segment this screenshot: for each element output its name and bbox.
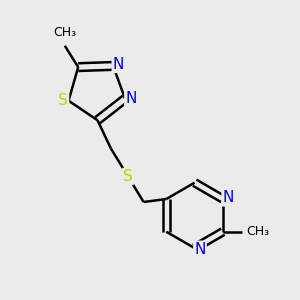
Text: CH₃: CH₃ bbox=[53, 26, 76, 39]
Text: CH₃: CH₃ bbox=[246, 225, 269, 238]
Text: N: N bbox=[223, 190, 234, 206]
Text: N: N bbox=[113, 57, 124, 72]
Text: N: N bbox=[125, 91, 137, 106]
Text: N: N bbox=[194, 242, 206, 257]
Text: S: S bbox=[123, 169, 133, 184]
Text: S: S bbox=[58, 93, 68, 108]
